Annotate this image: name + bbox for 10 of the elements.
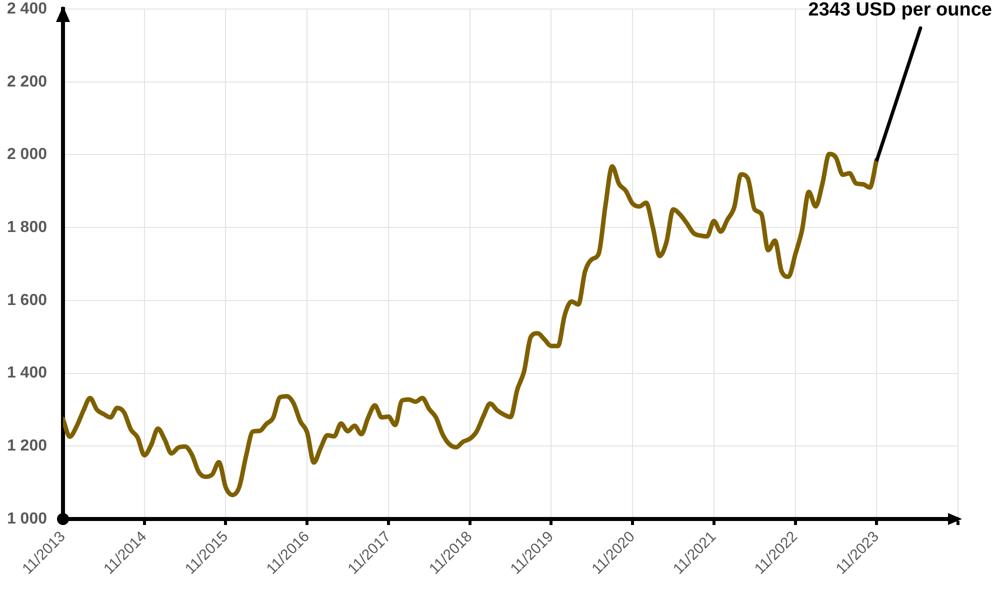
y-tick-label: 2 000 xyxy=(6,146,48,164)
y-tick-label: 1 000 xyxy=(6,510,48,528)
y-tick-label: 2 200 xyxy=(6,73,48,90)
y-tick-label: 1 800 xyxy=(6,218,48,236)
y-tick-label: 1 400 xyxy=(6,364,48,382)
y-tick-label: 1 200 xyxy=(6,438,48,455)
y-tick-label: 2 400 xyxy=(6,0,48,18)
y-tick-label: 1 600 xyxy=(6,292,48,309)
line-series xyxy=(63,152,879,498)
annotation: 2343 USD per ounce xyxy=(808,0,992,21)
